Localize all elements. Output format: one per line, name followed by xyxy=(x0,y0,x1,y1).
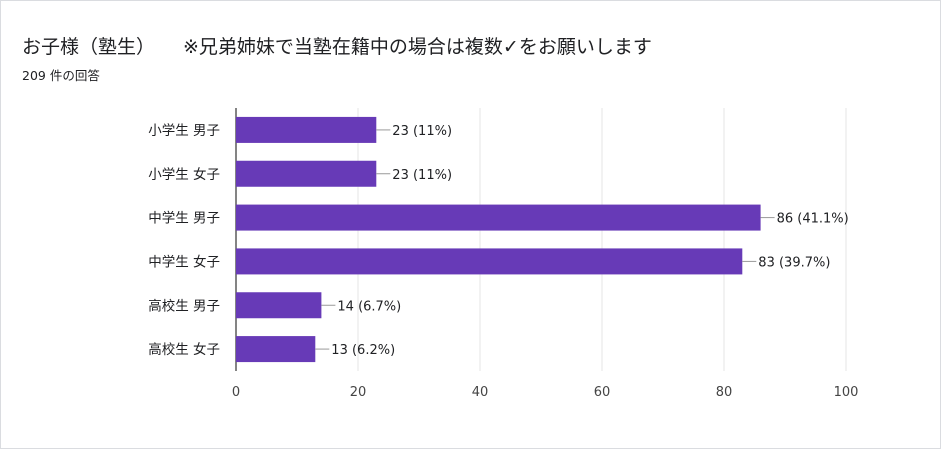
chart-title: お子様（塾生） ※兄弟姉妹で当塾在籍中の場合は複数✓をお願いします xyxy=(22,32,652,59)
x-tick-label: 100 xyxy=(834,385,859,400)
category-label: 中学生 女子 xyxy=(148,253,220,270)
category-label: 高校生 女子 xyxy=(148,341,220,358)
category-label: 小学生 男子 xyxy=(148,123,220,139)
bar xyxy=(236,160,377,187)
data-label: 23 (11%) xyxy=(392,168,452,183)
x-tick-label: 60 xyxy=(594,385,611,400)
data-label: 13 (6.2%) xyxy=(331,343,395,358)
x-tick-label: 20 xyxy=(350,385,367,400)
category-label: 中学生 男子 xyxy=(148,211,220,227)
x-tick-label: 40 xyxy=(472,385,489,400)
data-label: 86 (41.1%) xyxy=(777,212,849,227)
category-label: 小学生 女子 xyxy=(148,166,220,183)
data-label: 14 (6.7%) xyxy=(337,299,401,314)
x-tick-label: 80 xyxy=(716,385,733,400)
data-label: 23 (11%) xyxy=(392,124,452,139)
x-tick-label: 0 xyxy=(232,385,240,400)
bar xyxy=(236,248,743,275)
bar xyxy=(236,336,316,363)
bar xyxy=(236,204,761,231)
response-count: 209 件の回答 xyxy=(22,68,100,83)
bar xyxy=(236,292,322,319)
question-note: ※兄弟姉妹で当塾在籍中の場合は複数✓をお願いします xyxy=(183,36,652,58)
data-label: 83 (39.7%) xyxy=(758,255,830,270)
bar xyxy=(236,116,377,143)
question-title: お子様（塾生） xyxy=(22,36,156,58)
category-label: 高校生 男子 xyxy=(148,297,220,314)
